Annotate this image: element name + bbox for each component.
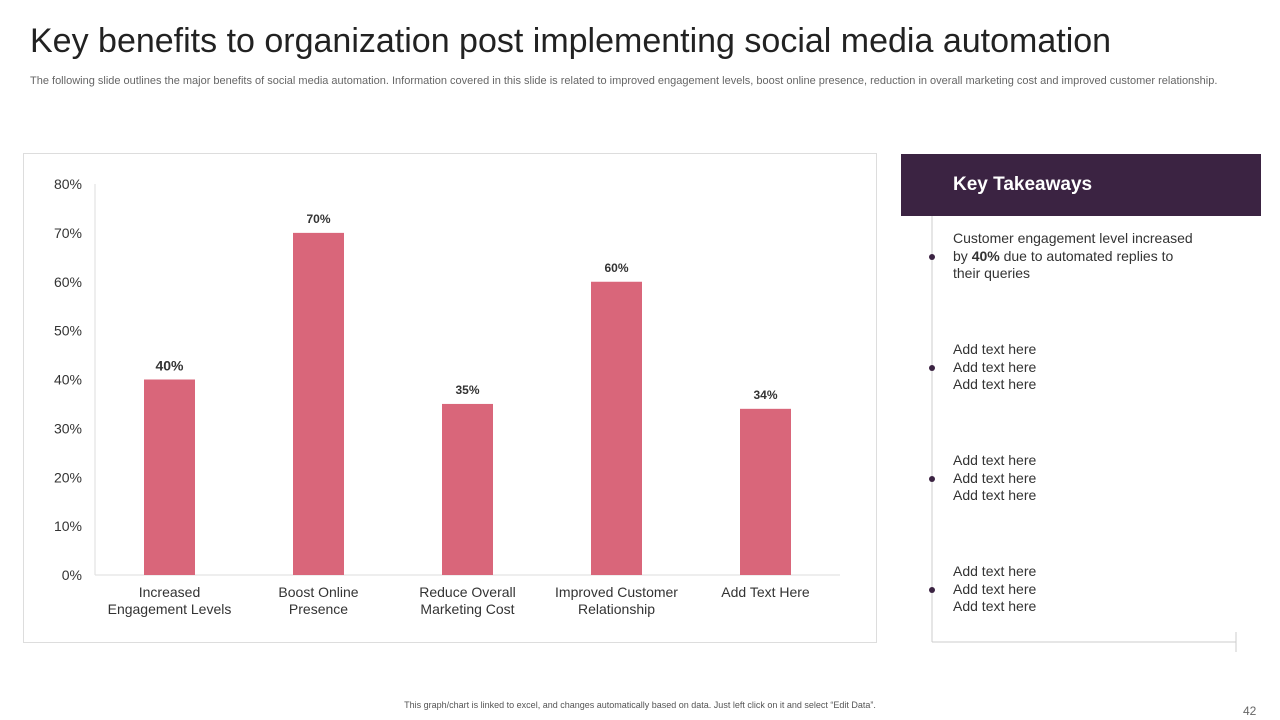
bullet (929, 476, 935, 482)
y-tick-label: 10% (54, 518, 82, 534)
bar (442, 403, 493, 575)
footer: This graph/chart is linked to excel, and… (404, 700, 876, 710)
bar (293, 232, 344, 575)
highlight: 40% (971, 247, 1000, 264)
x-tick-label: Improved Customer Relationship (555, 584, 678, 617)
subtitle: The following slide outlines the major b… (30, 75, 1218, 87)
takeaway-line: Add text here (953, 563, 1037, 579)
value-label: 34% (753, 388, 777, 402)
bullet (929, 254, 935, 260)
takeaways-heading: Key Takeaways (953, 174, 1093, 195)
x-tick-label: Increased Engagement Levels (107, 584, 232, 617)
title: Key benefits to organization post implem… (30, 22, 1112, 60)
x-tick-label: Boost Online Presence (278, 584, 359, 617)
takeaway-line: Add text here (953, 341, 1037, 357)
page-number: 42 (1243, 704, 1257, 718)
y-tick-label: 60% (54, 274, 82, 290)
x-tick-label: Reduce Overall Marketing Cost (419, 584, 516, 617)
y-tick-label: 80% (54, 176, 82, 192)
x-tick-label: Add Text Here (721, 584, 810, 600)
takeaways-header: Key Takeaways (901, 154, 1261, 216)
takeaway-line: Add text here (953, 452, 1037, 468)
y-tick-label: 50% (54, 323, 82, 339)
bullet (929, 365, 935, 371)
y-tick-label: 30% (54, 420, 82, 436)
takeaway: Customer engagement level increased by 4… (953, 230, 1198, 283)
takeaway-line: Add text here (953, 598, 1037, 614)
bar (740, 408, 791, 575)
value-label: 40% (155, 358, 184, 374)
y-tick-label: 0% (62, 567, 82, 583)
bar (591, 281, 642, 575)
takeaway-line: Add text here (953, 358, 1037, 375)
bullet (929, 587, 935, 593)
takeaway-line: Add text here (953, 376, 1037, 392)
value-label: 70% (306, 212, 330, 226)
y-tick-label: 70% (54, 225, 82, 241)
y-tick-label: 40% (54, 372, 82, 388)
text: Customer engagement level increased by (953, 230, 1193, 264)
value-label: 35% (455, 383, 479, 397)
takeaway-line: Add text here (953, 487, 1037, 503)
takeaway-line: Add text here (953, 469, 1037, 486)
takeaway-line: Add text here (953, 580, 1037, 597)
value-label: 60% (604, 261, 628, 275)
text: due to automated replies to their querie… (953, 247, 1174, 282)
bar (144, 379, 195, 575)
chart-frame (23, 153, 877, 643)
y-tick-label: 20% (54, 469, 82, 485)
